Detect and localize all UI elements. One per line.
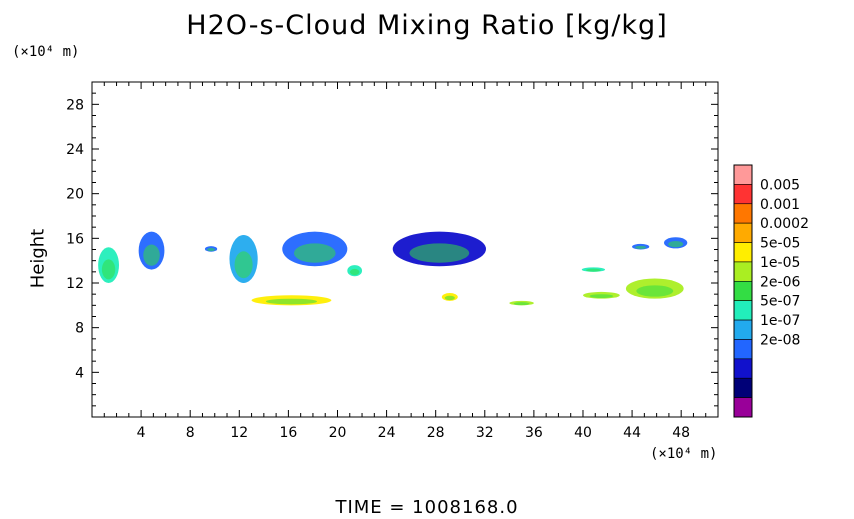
x-tick-label: 40 (574, 425, 592, 441)
legend-label: 5e-05 (760, 236, 800, 252)
y-tick-label: 28 (66, 97, 84, 113)
cloud-core (668, 241, 684, 248)
y-tick-label: 16 (66, 231, 84, 247)
cloud-core (444, 295, 455, 301)
y-tick-label: 4 (75, 365, 84, 381)
legend-frame (733, 164, 753, 418)
cloud-core (349, 268, 360, 276)
legend-label: 0.0002 (760, 216, 809, 232)
legend-swatch (733, 319, 753, 340)
legend-swatch (733, 261, 753, 282)
y-tick-label: 20 (66, 187, 84, 203)
cloud-core (207, 248, 215, 252)
legend-swatch (733, 203, 753, 224)
x-tick-label: 36 (525, 425, 543, 441)
legend-label: 1e-05 (760, 255, 800, 271)
x-tick-label: 28 (427, 425, 445, 441)
y-axis-unit: (×10⁴ m) (12, 44, 80, 60)
x-axis-unit: (×10⁴ m) (650, 446, 718, 462)
y-tick-label: 12 (66, 276, 84, 292)
legend-swatch (733, 242, 753, 263)
cloud-core (635, 245, 647, 249)
x-tick-label: 44 (623, 425, 641, 441)
x-tick-label: 24 (378, 425, 396, 441)
x-tick-label: 4 (137, 425, 146, 441)
time-footer: TIME = 1008168.0 (335, 497, 519, 518)
cloud-core (143, 244, 160, 266)
legend-swatch (733, 339, 753, 360)
legend-label: 2e-06 (760, 274, 800, 290)
legend-swatch (733, 281, 753, 301)
legend-swatch (733, 377, 753, 398)
cloud-core (265, 298, 317, 305)
x-tick-label: 8 (186, 425, 195, 441)
cloud-core (101, 259, 116, 280)
y-tick-label: 24 (66, 142, 84, 158)
y-tick-label: 8 (75, 321, 84, 337)
x-tick-label: 48 (672, 425, 690, 441)
legend-swatch (733, 184, 753, 205)
legend-swatch (733, 397, 753, 418)
legend-label: 0.005 (760, 177, 800, 193)
legend-label: 5e-07 (760, 294, 800, 310)
cloud-core (513, 302, 530, 306)
legend-swatch (733, 222, 753, 243)
legend-swatch (733, 164, 753, 185)
cloud-core (585, 268, 601, 272)
x-tick-label: 32 (476, 425, 494, 441)
cloud-core (589, 294, 614, 298)
x-tick-label: 20 (329, 425, 347, 441)
cloud-core (234, 251, 253, 279)
legend-label: 1e-07 (760, 313, 800, 329)
legend-label: 0.001 (760, 197, 800, 213)
cloud-core (409, 243, 470, 263)
x-tick-label: 16 (279, 425, 297, 441)
legend-swatch (733, 300, 753, 321)
x-tick-label: 12 (230, 425, 248, 441)
legend-swatch (733, 358, 753, 379)
legend-label: 2e-08 (760, 332, 800, 348)
chart-title: H2O-s-Cloud Mixing Ratio [kg/kg] (186, 10, 668, 41)
cloud-core (293, 243, 336, 263)
cloud-core (636, 285, 674, 297)
